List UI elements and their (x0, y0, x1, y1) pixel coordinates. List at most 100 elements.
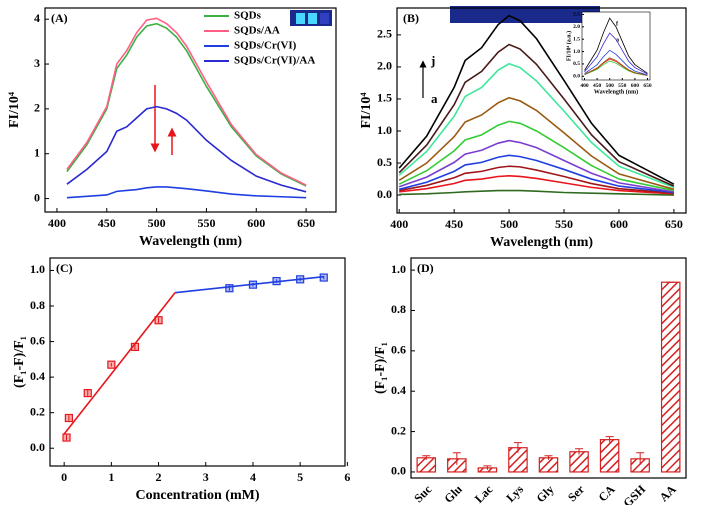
x-tick-label: 5 (297, 470, 303, 484)
x-tick-label: 6 (344, 470, 350, 484)
x-tick-label: 650 (297, 216, 315, 230)
x-tick-label: 600 (247, 216, 265, 230)
panel-title: (D) (417, 261, 434, 275)
error-bar (422, 455, 431, 460)
x-tick-label: 500 (606, 83, 615, 89)
y-tick-label: 0.0 (573, 74, 580, 80)
spectrum-line (398, 96, 675, 191)
x-tick-label: 550 (555, 217, 573, 231)
y-tick-label: 2.0 (377, 59, 392, 73)
x-tick-label: 650 (665, 217, 683, 231)
data-point (319, 273, 328, 282)
data-point (272, 277, 281, 286)
error-bar (605, 436, 614, 443)
y-tick-label: 0.8 (30, 298, 45, 312)
photo-inset (450, 6, 600, 23)
y-tick-label: 1 (34, 145, 40, 159)
bar (660, 281, 681, 473)
data-point (154, 316, 163, 325)
error-bar (636, 452, 645, 465)
y-tick-label: 2.5 (573, 12, 580, 18)
x-tick-label: 400 (48, 216, 66, 230)
x-tick-label: Ser (565, 482, 588, 505)
y-tick-label: 2.5 (377, 27, 392, 41)
spectrum-line (398, 120, 675, 192)
y-axis-label: FI/10⁴ (a.u.) (565, 31, 572, 61)
bar (416, 457, 437, 473)
y-tick-label: 0.6 (30, 333, 45, 347)
y-axis-label: FI/10⁴ (359, 92, 374, 129)
y-tick-label: 2 (34, 101, 40, 115)
y-axis-label: (F₁-F)/F₁ (12, 336, 27, 388)
error-bar (452, 452, 461, 465)
spectrum-line (584, 17, 648, 74)
y-tick-label: 0.2 (30, 404, 45, 418)
y-tick-label: 0.0 (30, 440, 45, 454)
x-tick-label: AA (657, 482, 679, 504)
x-tick-label: 600 (610, 217, 628, 231)
error-bar (483, 465, 492, 470)
data-point (248, 280, 258, 289)
data-point (225, 284, 234, 293)
y-tick-label: 0 (34, 190, 40, 204)
x-tick-label: 450 (445, 217, 463, 231)
x-axis-label: Wavelength (nm) (594, 88, 638, 95)
annotation: a (616, 37, 619, 43)
data-point (130, 342, 140, 351)
x-tick-label: 450 (98, 216, 116, 230)
y-tick-label: 0.5 (573, 61, 580, 67)
data-point (62, 433, 71, 442)
x-tick-label: 650 (643, 83, 652, 89)
y-tick-label: 0.6 (391, 343, 406, 357)
vial (308, 13, 317, 24)
annotation: a (431, 91, 438, 106)
vial (296, 13, 305, 24)
bar (599, 439, 620, 473)
x-tick-label: Glu (441, 482, 465, 505)
legend-label: SQDs/Cr(VI) (234, 40, 297, 52)
y-tick-label: 1.0 (377, 123, 392, 137)
x-axis-label: Concentration (mM) (135, 488, 259, 503)
y-tick-label: 1.0 (391, 262, 406, 276)
spectrum-line (398, 139, 675, 193)
y-tick-label: 0.5 (377, 155, 392, 169)
legend-label: SQDs/Cr(VI)/AA (234, 55, 315, 67)
data-point (64, 413, 73, 423)
y-tick-label: 0.8 (391, 302, 406, 316)
data-point (296, 275, 305, 284)
x-tick-label: 450 (593, 83, 602, 89)
y-axis-label: (F₁-F)/F₁ (373, 342, 388, 394)
spectrum-line (66, 105, 307, 193)
x-tick-label: 400 (390, 217, 408, 231)
y-tick-label: 1.5 (377, 91, 392, 105)
y-tick-label: 3 (34, 56, 40, 70)
plot-frame (49, 257, 346, 467)
spectrum-line (398, 62, 675, 189)
legend-label: SQDs (234, 10, 262, 22)
panel-title: (A) (51, 11, 68, 25)
y-axis-label: FI/10⁴ (7, 91, 22, 128)
y-tick-label: 0.4 (391, 383, 406, 397)
y-tick-label: 1.0 (573, 49, 580, 55)
annotation: j (430, 53, 435, 68)
x-tick-label: 2 (156, 470, 162, 484)
x-tick-label: 500 (500, 217, 518, 231)
x-tick-label: Gly (533, 482, 556, 505)
y-tick-label: 2.0 (573, 24, 580, 30)
x-tick-label: 500 (148, 216, 166, 230)
spectrum-line (66, 186, 307, 199)
x-tick-label: 400 (580, 83, 589, 89)
legend-label: SQDs/AA (234, 25, 280, 37)
spectrum-line (584, 60, 648, 76)
error-bar (513, 442, 522, 453)
spectrum-line (66, 17, 307, 186)
plot-frame (581, 11, 651, 81)
x-tick-label: 4 (250, 470, 256, 484)
spectrum-line (398, 43, 675, 187)
spectrum-line (584, 57, 648, 76)
x-tick-label: 600 (631, 83, 640, 89)
y-tick-label: 0.0 (391, 464, 406, 478)
panel-title: (B) (403, 11, 419, 25)
x-tick-label: 550 (618, 83, 627, 89)
